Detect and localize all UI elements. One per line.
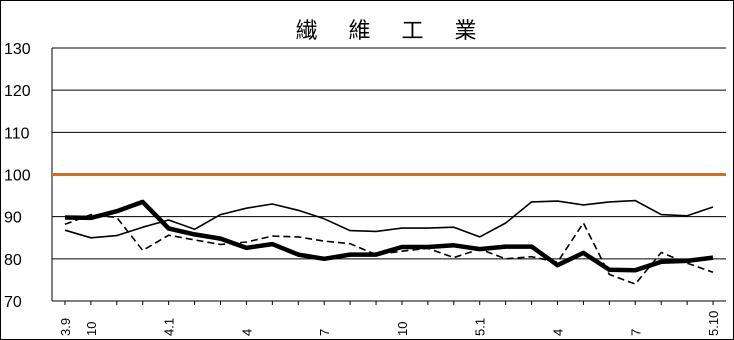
x-tick-label: 10 <box>395 322 410 336</box>
x-axis: 3.9 10 4.1 4 7 10 5.1 4 7 5.10 <box>58 301 721 336</box>
y-tick-label: 70 <box>4 294 22 311</box>
series-line-thin <box>64 199 714 239</box>
x-tick-label: 4 <box>551 329 566 336</box>
x-tick-label: 3.9 <box>58 318 73 336</box>
y-axis: 70 80 90 100 110 120 130 <box>4 41 53 311</box>
x-tick-label: 4 <box>239 329 254 336</box>
gridlines <box>52 47 726 302</box>
x-tick-label: 10 <box>84 322 99 336</box>
x-tick-label: 7 <box>317 329 332 336</box>
x-tick-label: 4.1 <box>162 318 177 336</box>
series-line-dashed <box>64 213 714 285</box>
series-line-thick <box>64 199 714 273</box>
x-tick-label: 7 <box>628 329 643 336</box>
x-tick-label: 5.10 <box>706 311 721 336</box>
y-tick-label: 90 <box>4 210 22 227</box>
chart-title: 繊 維 工 業 <box>296 19 489 44</box>
y-tick-label: 80 <box>4 252 22 269</box>
y-tick-label: 100 <box>4 168 31 185</box>
y-tick-label: 130 <box>4 41 31 58</box>
y-tick-label: 120 <box>4 83 31 100</box>
y-tick-label: 110 <box>4 125 30 142</box>
series-lines <box>52 173 726 285</box>
x-tick-label: 5.1 <box>473 318 488 336</box>
